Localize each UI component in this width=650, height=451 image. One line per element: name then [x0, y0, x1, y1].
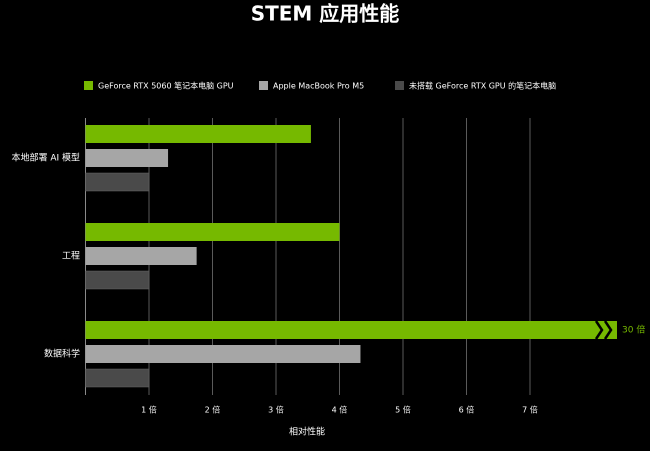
x-tick-label: 6 倍 [459, 405, 475, 415]
bar [85, 223, 340, 241]
bar [85, 345, 361, 363]
legend-swatch [84, 81, 93, 90]
break-chevron [594, 320, 604, 340]
chart-title: STEM 应用性能 [251, 2, 400, 26]
x-tick-label: 4 倍 [332, 405, 348, 415]
y-tick-label: 本地部署 AI 模型 [11, 152, 80, 164]
bar [85, 172, 150, 192]
legend-label: GeForce RTX 5060 笔记本电脑 GPU [98, 81, 234, 91]
bar [85, 270, 150, 290]
x-axis-title: 相对性能 [289, 426, 325, 438]
x-tick-label: 1 倍 [141, 405, 157, 415]
legend-swatch [259, 81, 268, 90]
x-tick-label: 3 倍 [268, 405, 284, 415]
bar [85, 149, 169, 167]
value-label: 30 倍 [622, 324, 645, 336]
bar [85, 247, 197, 265]
legend-label: Apple MacBook Pro M5 [273, 82, 364, 91]
bar [85, 368, 150, 388]
bars [85, 125, 617, 388]
bar [85, 321, 617, 339]
x-tick-label: 5 倍 [395, 405, 411, 415]
break-chevron [603, 320, 613, 340]
x-tick-label: 2 倍 [205, 405, 221, 415]
y-tick-label: 数据科学 [44, 348, 80, 360]
x-tick-label: 7 倍 [522, 405, 538, 415]
bar [85, 125, 311, 143]
legend-label: 未搭载 GeForce RTX GPU 的笔记本电脑 [409, 81, 556, 91]
legend-swatch [395, 81, 404, 90]
y-tick-label: 工程 [62, 251, 80, 262]
